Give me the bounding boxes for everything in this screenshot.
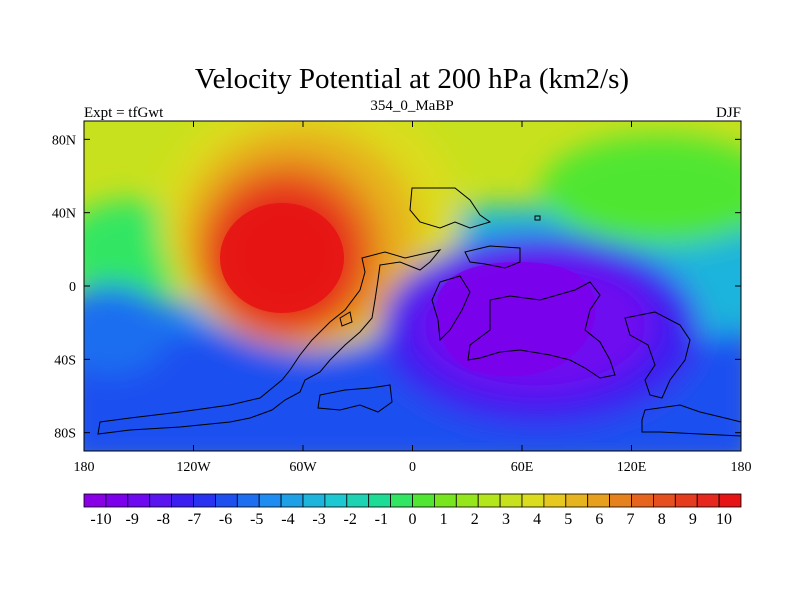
colorbar-label: 1 [440, 511, 448, 528]
lon-tick-label: 180 [74, 460, 95, 475]
lat-tick-label: 0 [69, 280, 76, 295]
colorbar-label: 9 [689, 511, 697, 528]
colorbar-swatch [499, 493, 523, 508]
lon-tick-label: 60W [289, 460, 317, 475]
colorbar-swatch [127, 493, 151, 508]
lat-tick-label: 80S [54, 427, 76, 442]
colorbar-label: 4 [533, 511, 541, 528]
colorbar-label: 2 [471, 511, 479, 528]
colorbar-swatch [346, 493, 370, 508]
latitude-axis: 80N 40N 0 40S 80S [52, 133, 741, 442]
colorbar-label: 0 [409, 511, 417, 528]
colorbar-swatch [477, 493, 501, 508]
colorbar-labels: -10 -9 -8 -7 -6 -5 -4 -3 -2 -1 0 1 2 3 4 5 6 7 8 9 10 [90, 511, 732, 528]
colorbar-swatch [149, 493, 172, 508]
colorbar-label: 3 [502, 511, 510, 528]
lat-tick-label: 40S [54, 353, 76, 368]
colorbar-label: -5 [250, 511, 263, 528]
colorbar-swatch [455, 493, 479, 508]
colorbar-swatch [433, 493, 457, 508]
coastlines [97, 187, 741, 437]
colorbar-swatch [390, 493, 413, 508]
colorbar-swatch [236, 493, 260, 508]
lon-tick-label: 180 [731, 460, 752, 475]
colorbar-swatch [674, 493, 698, 508]
colorbar-label: 5 [564, 511, 572, 528]
lon-tick-label: 120W [176, 460, 211, 475]
lon-tick-label: 120E [617, 460, 647, 475]
colorbar-swatch [214, 493, 238, 508]
colorbar-swatch [521, 493, 545, 508]
period-label: 354_0_MaBP [370, 98, 453, 114]
colorbar-swatch [718, 493, 742, 508]
lat-tick-label: 80N [52, 133, 76, 148]
colorbar-swatch [631, 493, 654, 508]
colorbar-swatch [412, 493, 435, 508]
colorbar-swatch [302, 493, 326, 508]
colorbar-swatch [83, 493, 107, 508]
colorbar-label: -8 [157, 511, 170, 528]
lon-tick-label: 0 [409, 460, 416, 475]
colorbar-label: 10 [716, 511, 732, 528]
longitude-axis: 180 120W 60W 0 60E 120E 180 [74, 121, 752, 475]
colorbar-swatch [587, 493, 611, 508]
colorbar-label: 6 [595, 511, 603, 528]
colorbar-label: -7 [188, 511, 201, 528]
colorbar-swatch [565, 493, 589, 508]
lon-tick-label: 60E [511, 460, 534, 475]
colorbar-label: 7 [627, 511, 635, 528]
colorbar-label: -6 [219, 511, 232, 528]
colorbar-label: -3 [312, 511, 325, 528]
colorbar-label: -10 [90, 511, 111, 528]
colorbar-swatch [258, 493, 282, 508]
velocity-potential-field [84, 121, 741, 451]
colorbar-label: 8 [658, 511, 666, 528]
colorbar-swatch [609, 493, 632, 508]
experiment-label: Expt = tfGwt [84, 105, 164, 121]
map-title: Velocity Potential at 200 hPa (km2/s) [195, 63, 629, 95]
colorbar-swatch [696, 493, 720, 508]
lat-tick-label: 40N [52, 207, 76, 222]
colorbar [83, 493, 742, 508]
colorbar-label: -1 [375, 511, 388, 528]
colorbar-label: -2 [344, 511, 357, 528]
colorbar-swatch [105, 493, 129, 508]
colorbar-swatch [280, 493, 304, 508]
colorbar-swatch [368, 493, 392, 508]
colorbar-label: -4 [281, 511, 294, 528]
season-label: DJF [716, 105, 741, 121]
colorbar-swatch [171, 493, 194, 508]
colorbar-swatch [653, 493, 676, 508]
colorbar-label: -9 [125, 511, 138, 528]
colorbar-swatch [324, 493, 348, 508]
colorbar-swatch [543, 493, 567, 508]
colorbar-swatch [193, 493, 216, 508]
